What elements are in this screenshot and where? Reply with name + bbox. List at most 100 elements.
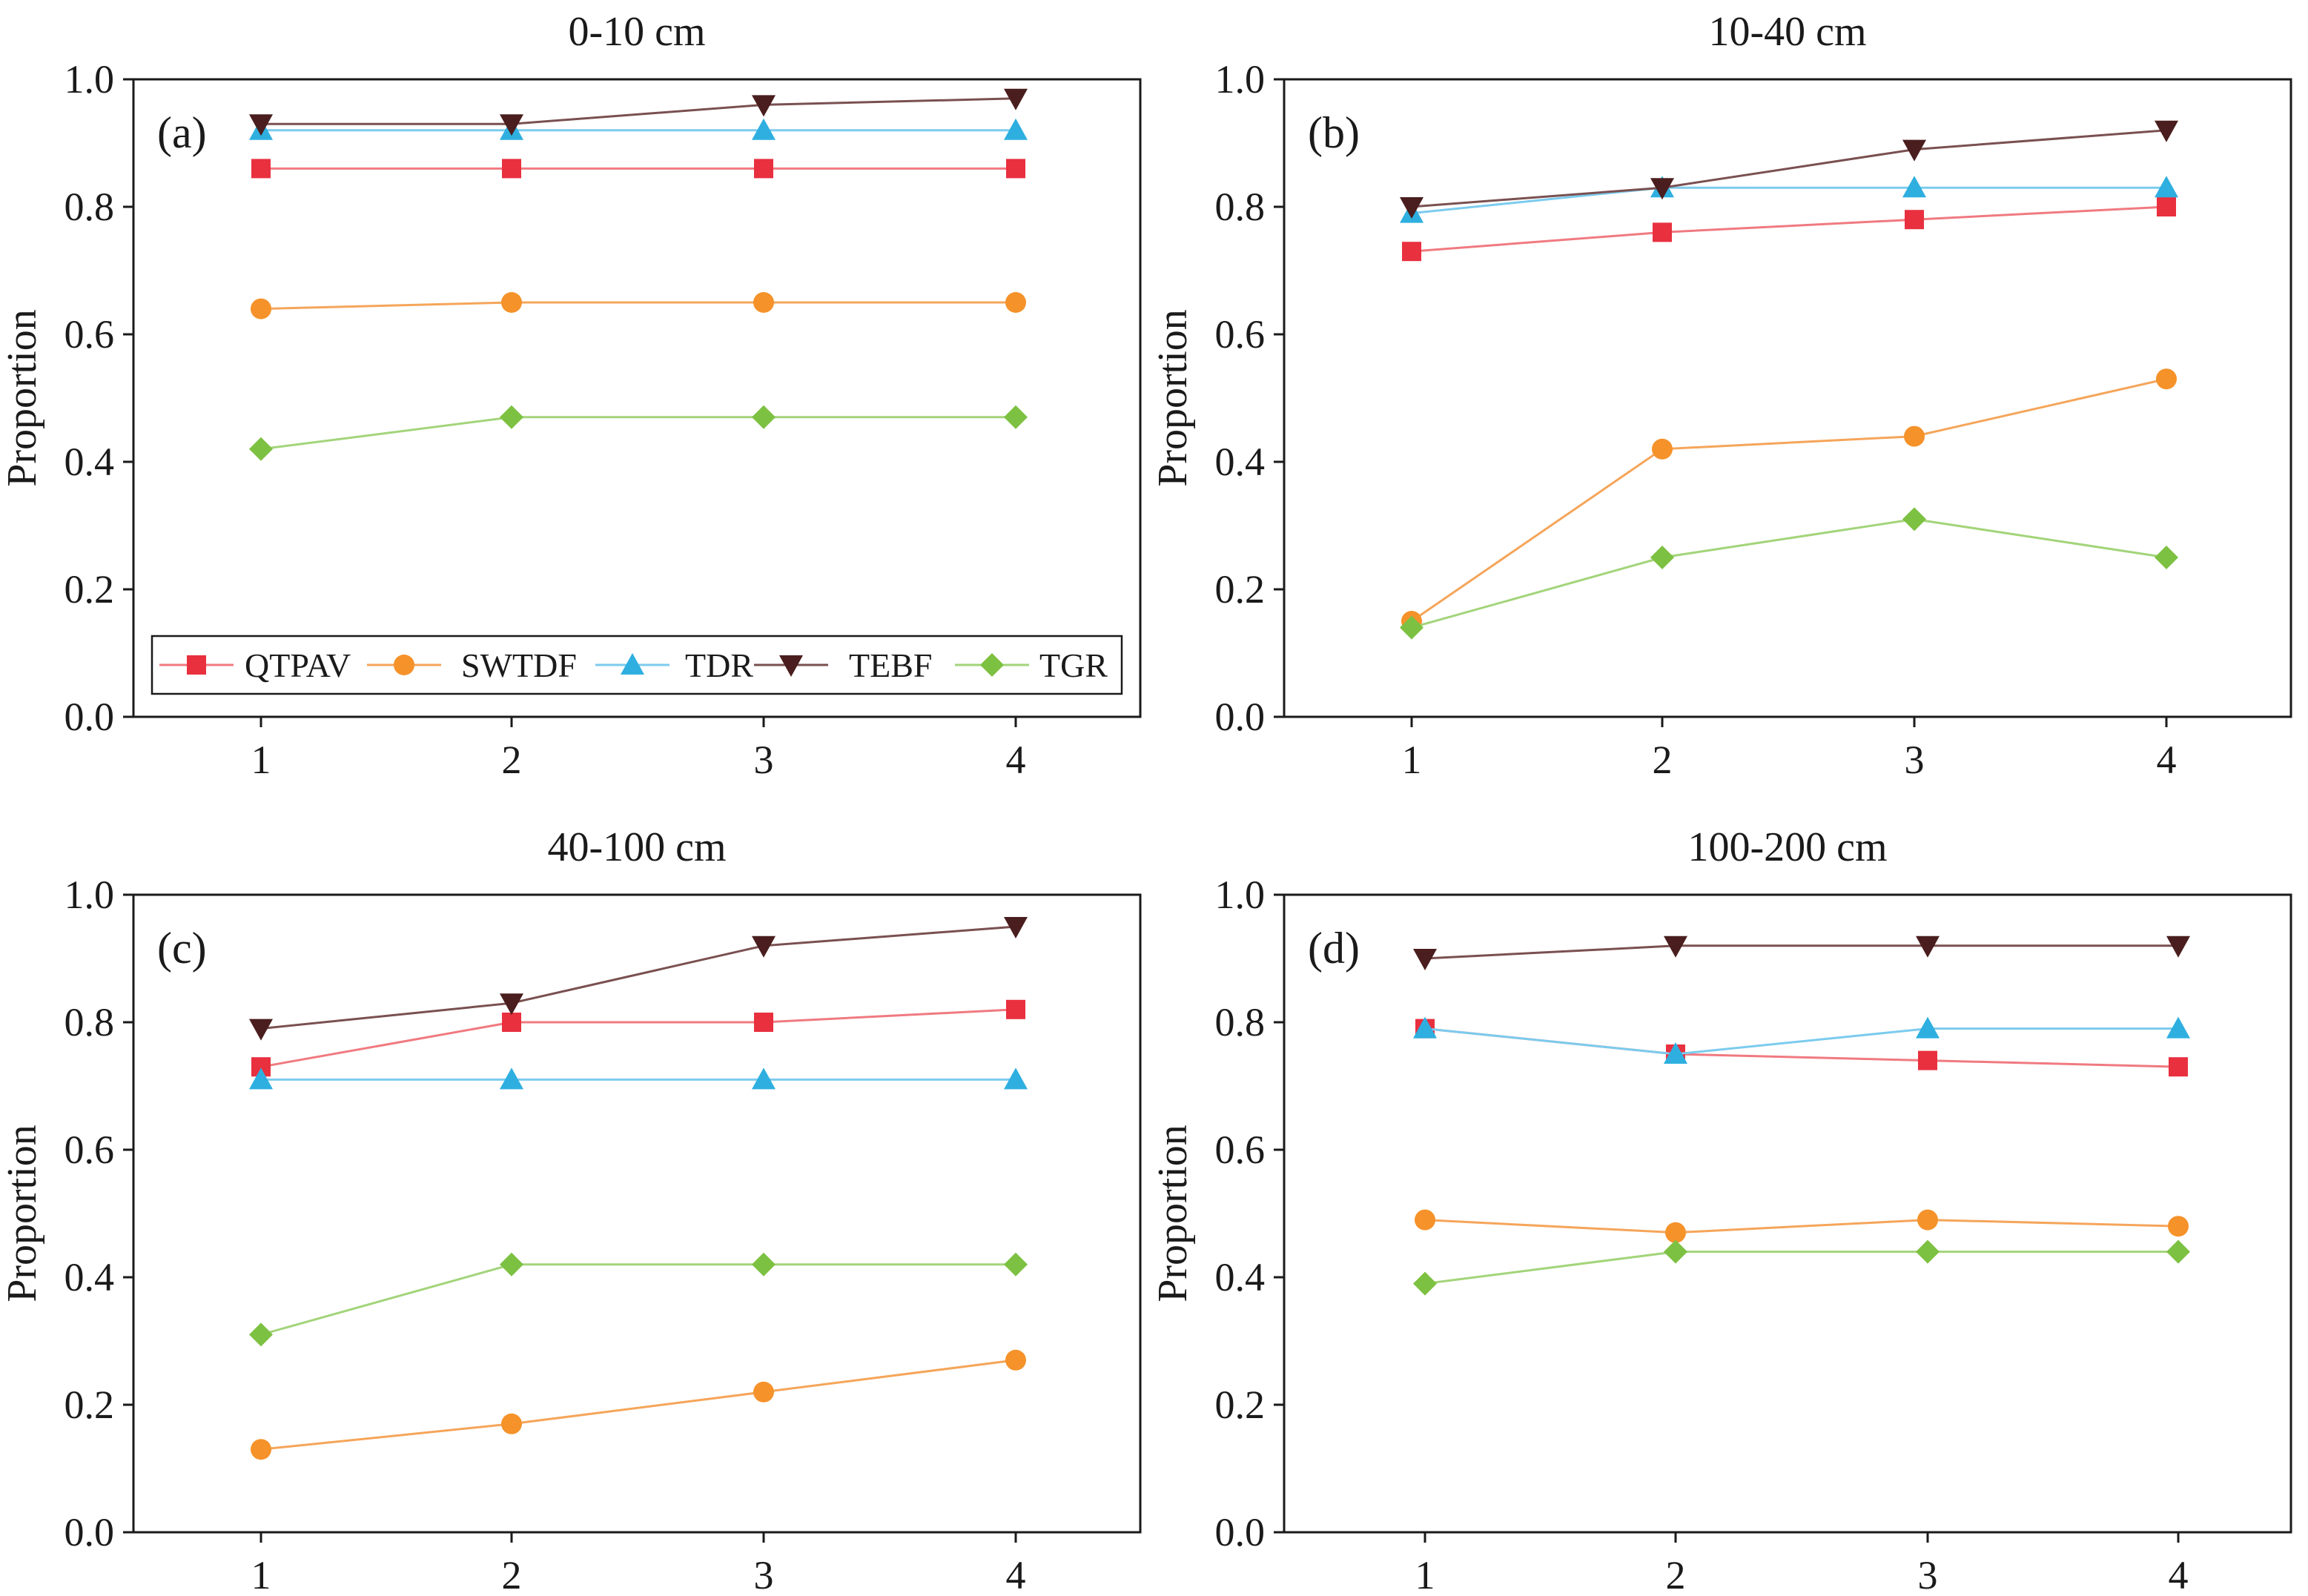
- y-tick-label: 0.8: [1215, 1000, 1266, 1044]
- data-point: [1653, 222, 1672, 242]
- data-point: [251, 159, 271, 179]
- data-point: [251, 298, 271, 319]
- x-tick-label: 4: [1006, 1553, 1026, 1596]
- data-point: [752, 1252, 776, 1277]
- series-tebf: [1413, 936, 2190, 970]
- panel-b: 10-40 cm 0.0 0.2 0.4 0.6 0.8 1.0 1 2 3 4 Proportion…: [1150, 9, 2292, 782]
- data-point: [1005, 1349, 1026, 1371]
- data-point: [2168, 1216, 2189, 1237]
- series-line: [260, 925, 1016, 1030]
- y-tick-label: 1.0: [1215, 872, 1266, 917]
- x-tick-label: 1: [1402, 738, 1422, 782]
- legend-item-swtdf: SWTDF: [367, 646, 577, 684]
- x-tick-label: 1: [251, 738, 271, 782]
- legend-label: TGR: [1039, 646, 1108, 684]
- legend-label: SWTDF: [461, 646, 577, 684]
- series-tgr: [249, 405, 1028, 461]
- data-point: [249, 1322, 273, 1347]
- x-tick-label: 3: [1918, 1553, 1938, 1596]
- legend-label: TEBF: [849, 646, 932, 684]
- data-point: [1902, 507, 1926, 532]
- data-point: [1664, 1042, 1687, 1064]
- y-tick-label: 0.8: [65, 1000, 115, 1044]
- data-point: [249, 437, 273, 461]
- data-point: [1650, 178, 1674, 200]
- series-tebf: [249, 917, 1028, 1041]
- series-line: [261, 97, 1016, 125]
- y-tick-label: 0.4: [1215, 440, 1266, 484]
- legend-item-tdr: TDR: [595, 646, 753, 684]
- series-line: [260, 1008, 1016, 1068]
- series-swtdf: [1401, 368, 2177, 632]
- x-tick-label: 1: [1415, 1553, 1435, 1596]
- data-point: [1400, 615, 1424, 640]
- data-point: [249, 1019, 273, 1041]
- series-line: [1424, 1027, 2179, 1068]
- y-tick-label: 0.0: [65, 1510, 115, 1554]
- data-point: [1415, 1209, 1435, 1231]
- series-tgr: [1400, 507, 2178, 640]
- series-line: [260, 301, 1016, 311]
- data-point: [2166, 936, 2190, 958]
- y-tick-label: 0.6: [65, 1128, 115, 1172]
- data-point: [1916, 1016, 1940, 1039]
- series-tgr: [249, 1252, 1028, 1347]
- data-point: [1004, 88, 1028, 110]
- data-point: [1413, 1016, 1437, 1039]
- panel-letter: (a): [157, 108, 207, 157]
- legend-marker: [779, 655, 803, 677]
- y-tick-label: 0.4: [65, 440, 115, 484]
- y-tick-label: 1.0: [65, 57, 115, 102]
- data-point: [501, 1413, 522, 1434]
- data-point: [251, 1439, 271, 1460]
- panel-title: 10-40 cm: [1708, 9, 1866, 55]
- data-point: [2157, 197, 2176, 216]
- x-tick-label: 3: [754, 738, 774, 782]
- data-point: [500, 114, 523, 136]
- y-axis-label: Proportion: [0, 309, 45, 487]
- data-point: [752, 936, 776, 958]
- plot-frame: [1283, 893, 2292, 1534]
- series-qtpav: [251, 159, 1025, 179]
- data-point: [2166, 1016, 2190, 1039]
- x-tick-label: 4: [2157, 738, 2177, 782]
- data-point: [1902, 139, 1926, 162]
- data-point: [752, 118, 776, 140]
- x-tick-label: 2: [502, 738, 522, 782]
- x-tick-label: 3: [1905, 738, 1925, 782]
- data-point: [249, 114, 273, 136]
- data-point: [752, 1067, 776, 1090]
- data-point: [2155, 546, 2178, 569]
- legend-item-qtpav: QTPAV: [159, 646, 351, 684]
- data-point: [2155, 120, 2178, 142]
- y-tick-label: 0.0: [1215, 1510, 1266, 1554]
- series-line: [1424, 944, 2178, 960]
- plot-frame: [132, 78, 1142, 718]
- legend-marker: [980, 653, 1004, 677]
- y-tick-label: 0.2: [65, 567, 115, 612]
- y-tick-label: 0.2: [1215, 1383, 1266, 1427]
- y-axis-label: Proportion: [0, 1125, 45, 1302]
- y-tick-label: 0.8: [1215, 185, 1266, 229]
- data-point: [1413, 949, 1437, 970]
- data-point: [1904, 426, 1925, 447]
- y-tick-label: 0.6: [65, 312, 115, 357]
- data-point: [1004, 405, 1028, 429]
- data-point: [502, 1013, 521, 1032]
- data-point: [500, 1252, 523, 1277]
- panel-title: 100-200 cm: [1687, 824, 1887, 870]
- data-point: [2156, 368, 2177, 390]
- series-qtpav: [1402, 197, 2176, 262]
- panel-letter: (d): [1308, 924, 1360, 973]
- series-line: [1411, 186, 2166, 215]
- series-line: [1411, 129, 2167, 208]
- data-point: [1664, 1239, 1687, 1264]
- data-point: [1916, 1239, 1940, 1264]
- series-line: [260, 416, 1016, 451]
- y-tick-label: 0.8: [65, 185, 115, 229]
- data-point: [1905, 210, 1924, 230]
- legend-label: QTPAV: [245, 646, 351, 684]
- y-axis-label: Proportion: [1150, 1125, 1196, 1302]
- panel-d: 100-200 cm 0.0 0.2 0.4 0.6 0.8 1.0 1 2 3 4 Proporti…: [1150, 824, 2292, 1596]
- series-swtdf: [1415, 1209, 2189, 1243]
